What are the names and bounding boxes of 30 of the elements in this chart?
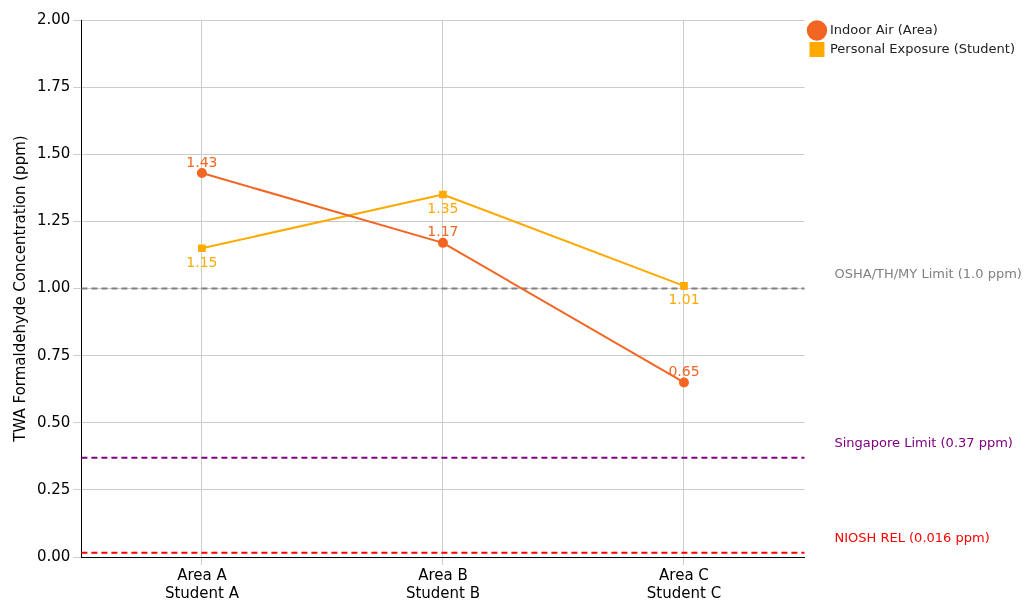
ref-line-label: NIOSH REL (0.016 ppm): [834, 530, 990, 546]
point: [437, 237, 448, 248]
ref-line-label: OSHA/TH/MY Limit (1.0 ppm): [834, 265, 1022, 281]
y-tick-label: 0.00: [36, 546, 71, 565]
y-tick-label: 1.50: [36, 144, 71, 163]
data-label: 0.65: [668, 363, 700, 380]
data-label: 1.01: [668, 291, 700, 308]
data-label: 1.43: [186, 153, 218, 170]
y-axis-title: TWA Formaldehyde Concentration (ppm): [10, 135, 29, 443]
point: [680, 281, 688, 290]
y-tick-label: 1.75: [36, 77, 71, 96]
x-tick-label: Area B Student B: [405, 565, 480, 602]
y-tick-label: 0.50: [36, 412, 71, 431]
y-tick-label: 0.25: [36, 479, 71, 498]
point: [439, 190, 447, 199]
y-tick-label: 0.75: [36, 345, 71, 364]
ref-line-label: Singapore Limit (0.37 ppm): [834, 435, 1013, 451]
data-label: 1.15: [186, 253, 218, 270]
y-tick-label: 2.00: [36, 9, 71, 28]
data-label: 1.17: [427, 223, 459, 240]
point: [196, 168, 207, 179]
y-tick-label: 1.00: [36, 278, 71, 297]
legend-label: Personal Exposure (Student): [829, 40, 1015, 56]
point: [678, 377, 689, 388]
x-tick-label: Area A Student A: [164, 565, 240, 602]
point: [198, 244, 206, 253]
x-tick-label: Area C Student C: [646, 565, 722, 602]
data-label: 1.35: [427, 200, 459, 217]
legend-label: Indoor Air (Area): [829, 21, 938, 37]
y-tick-label: 1.25: [36, 211, 71, 230]
